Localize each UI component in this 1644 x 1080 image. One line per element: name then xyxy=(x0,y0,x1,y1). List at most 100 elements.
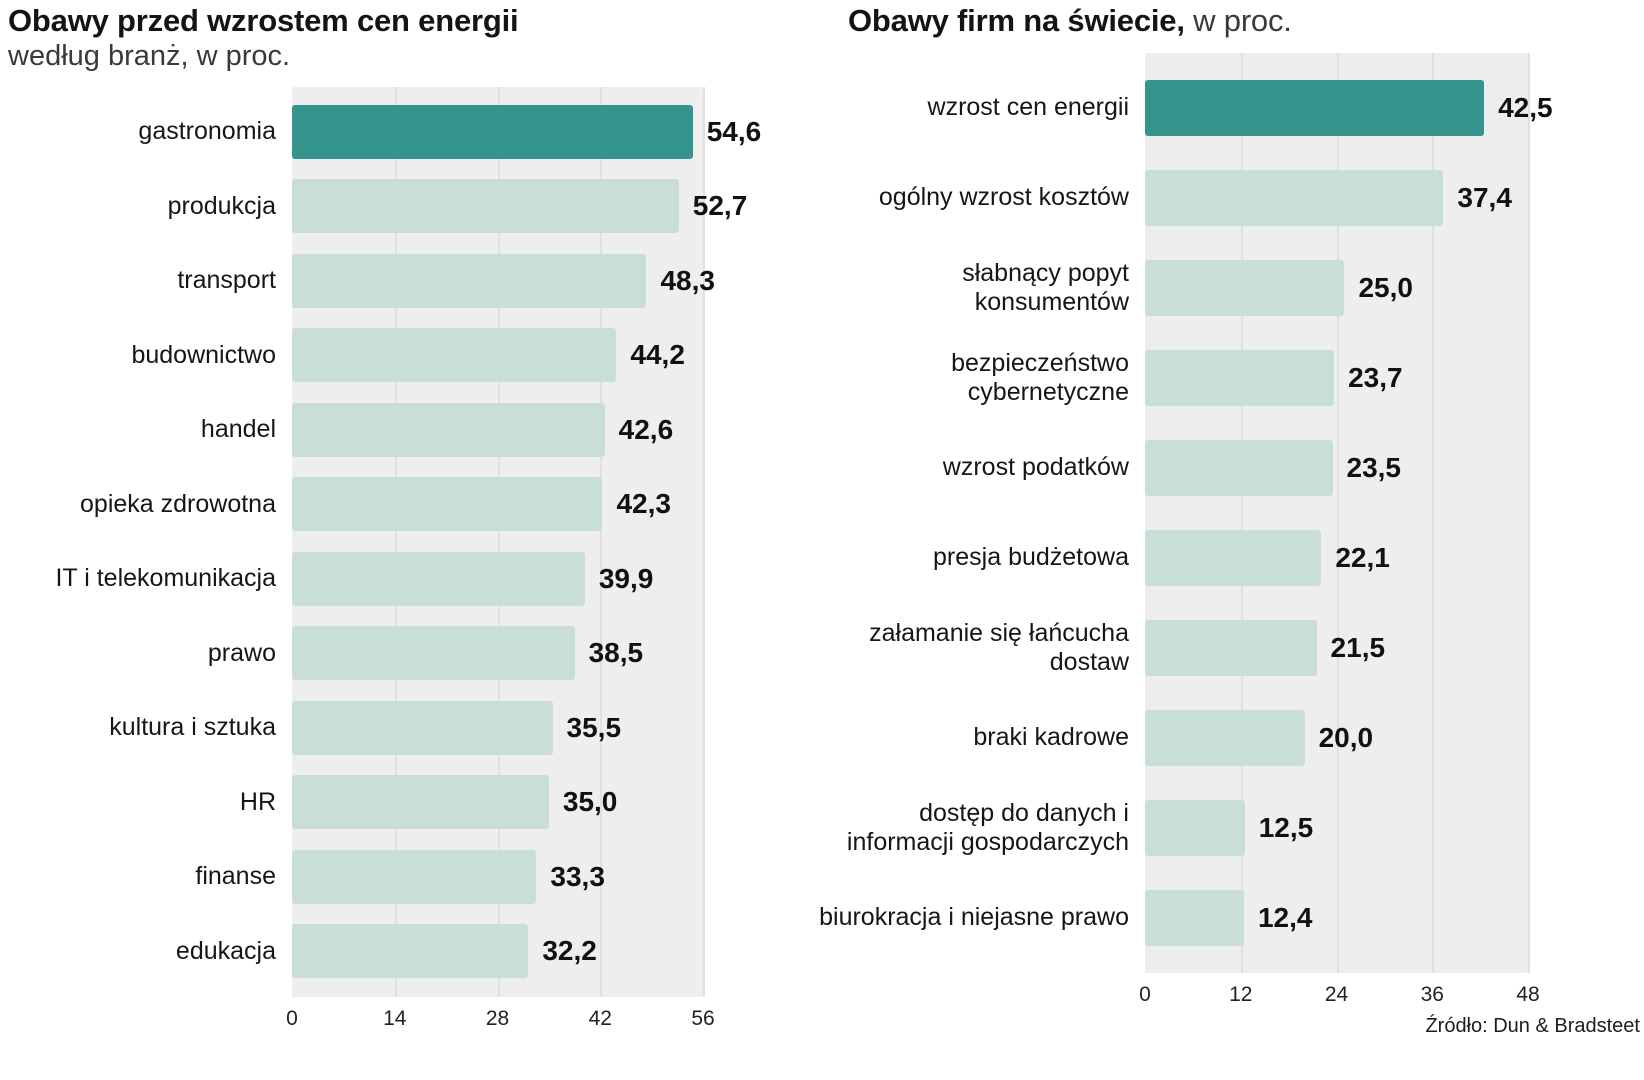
category-label: transport xyxy=(177,266,276,295)
chart-header: Obawy przed wzrostem cen energii według … xyxy=(0,3,812,73)
chart-row: prawo 38,5 xyxy=(0,616,812,691)
axis-tick: 42 xyxy=(588,1006,612,1030)
bar xyxy=(292,179,679,234)
bar-track: 12,4 xyxy=(1145,889,1528,946)
chart-row: dostęp do danych i informacji gospodarcz… xyxy=(812,783,1644,873)
bar-track: 25,0 xyxy=(1145,259,1528,316)
chart-row: HR 35,0 xyxy=(0,765,812,840)
bar-track: 23,7 xyxy=(1145,349,1528,406)
value-label: 32,2 xyxy=(542,935,597,967)
chart-row: gastronomia 54,6 xyxy=(0,95,812,170)
value-label: 38,5 xyxy=(588,637,644,669)
bar xyxy=(292,253,647,308)
category-label: opieka zdrowotna xyxy=(80,489,276,518)
bar-track: 39,9 xyxy=(292,551,703,606)
bar xyxy=(292,328,617,383)
bar xyxy=(1145,169,1444,226)
category-label: presja budżetowa xyxy=(933,543,1129,572)
chart-row: transport 48,3 xyxy=(0,244,812,319)
category-label: finanse xyxy=(195,862,276,891)
bar-track: 42,3 xyxy=(292,477,703,532)
category-label: dostęp do danych i informacji gospodarcz… xyxy=(846,798,1129,856)
value-label: 52,7 xyxy=(692,190,748,222)
chart-row: handel 42,6 xyxy=(0,393,812,468)
category-label: prawo xyxy=(207,638,276,667)
bar-track: 33,3 xyxy=(292,849,703,904)
bar-track: 21,5 xyxy=(1145,619,1528,676)
axis-tick: 28 xyxy=(485,1006,510,1030)
axis-tick: 0 xyxy=(1139,982,1151,1006)
x-axis: 0 14 28 42 56 xyxy=(286,997,715,1039)
chart-row: braki kadrowe 20,0 xyxy=(812,693,1644,783)
bar xyxy=(292,775,549,830)
category-label: gastronomia xyxy=(138,117,276,146)
value-label: 21,5 xyxy=(1330,631,1386,663)
bar xyxy=(1145,439,1333,496)
axis-tick: 14 xyxy=(383,1006,407,1030)
gridline xyxy=(703,86,705,997)
plot-area xyxy=(292,86,705,997)
chart-header: Obawy firm na świecie, w proc. xyxy=(812,3,1644,39)
value-label: 23,5 xyxy=(1346,451,1402,483)
bar xyxy=(292,626,575,681)
axis-tick: 56 xyxy=(691,1006,715,1030)
bar xyxy=(1145,259,1345,316)
value-label: 54,6 xyxy=(706,115,762,147)
chart-row: ogólny wzrost kosztów 37,4 xyxy=(812,153,1644,243)
bar xyxy=(292,551,585,606)
bar xyxy=(1145,79,1485,136)
category-label: edukacja xyxy=(175,936,276,965)
chart-row: bezpieczeństwo cybernetyczne 23,7 xyxy=(812,333,1644,423)
value-label: 35,5 xyxy=(566,711,622,743)
bar xyxy=(1145,349,1335,406)
category-label: bezpieczeństwo cybernetyczne xyxy=(951,348,1129,406)
bar-track: 48,3 xyxy=(292,253,715,308)
gridline xyxy=(1336,52,1339,973)
chart-row: wzrost podatków 23,5 xyxy=(812,423,1644,513)
value-label: 33,3 xyxy=(550,860,605,892)
bar-track: 35,0 xyxy=(292,775,703,830)
chart-global-company-fears: Obawy firm na świecie, w proc. wzrost ce… xyxy=(812,0,1644,1080)
bar xyxy=(1145,889,1244,946)
category-label: IT i telekomunikacja xyxy=(55,564,276,593)
bar-track: 44,2 xyxy=(292,328,703,383)
value-label: 42,5 xyxy=(1498,91,1553,123)
bar xyxy=(292,849,537,904)
chart-row: opieka zdrowotna 42,3 xyxy=(0,467,812,542)
bar xyxy=(292,104,693,159)
value-label: 12,4 xyxy=(1257,901,1313,933)
bar-track: 23,5 xyxy=(1145,439,1528,496)
category-label: budownictwo xyxy=(131,340,276,369)
axis-tick: 48 xyxy=(1516,982,1540,1006)
category-label: słabnący popyt konsumentów xyxy=(962,258,1129,316)
gridline xyxy=(497,86,500,997)
gridline xyxy=(1528,52,1530,973)
value-label: 48,3 xyxy=(660,264,715,296)
value-label: 23,7 xyxy=(1348,361,1403,393)
category-label: kultura i sztuka xyxy=(109,713,276,742)
bar xyxy=(292,477,603,532)
axis-tick: 12 xyxy=(1229,982,1253,1006)
axis-tick: 0 xyxy=(286,1006,298,1030)
axis-tick: 36 xyxy=(1420,982,1444,1006)
bar-track: 20,0 xyxy=(1145,709,1528,766)
chart-row: edukacja 32,2 xyxy=(0,914,812,989)
value-label: 25,0 xyxy=(1358,271,1413,303)
chart-title-bold: Obawy firm na świecie, xyxy=(848,3,1185,38)
source-credit: Źródło: Dun & Bradsteet xyxy=(1425,1014,1640,1037)
category-label: wzrost podatków xyxy=(942,453,1129,482)
bar xyxy=(1145,619,1317,676)
bar-track: 35,5 xyxy=(292,700,703,755)
bar xyxy=(292,402,605,457)
gridline xyxy=(1432,52,1435,973)
value-label: 44,2 xyxy=(630,339,685,371)
bar xyxy=(1145,529,1322,586)
chart-title: Obawy firm na świecie, w proc. xyxy=(848,3,1644,39)
category-label: braki kadrowe xyxy=(973,723,1129,752)
chart-row: załamanie się łańcucha dostaw 21,5 xyxy=(812,603,1644,693)
chart-body: gastronomia 54,6 produkcja 52,7 transport 48,… xyxy=(0,86,812,1039)
bar-rows: wzrost cen energii 42,5 ogólny wzrost kosz… xyxy=(812,53,1644,973)
category-label: handel xyxy=(200,415,276,444)
gridline xyxy=(394,86,397,997)
